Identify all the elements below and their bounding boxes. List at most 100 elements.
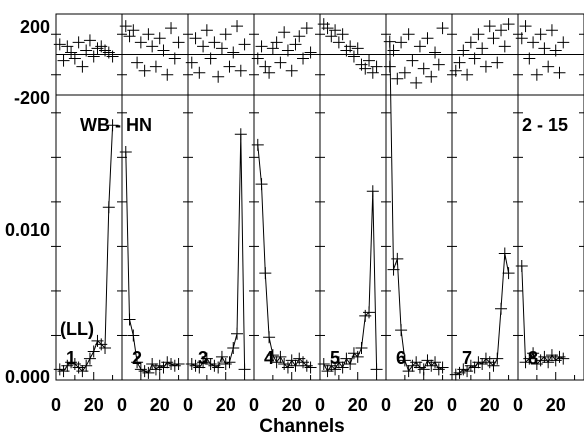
amplitude-panel [54, 36, 569, 381]
phase-point [538, 42, 550, 54]
phase-point [201, 24, 213, 36]
phase-point [437, 22, 449, 34]
phase-point [220, 28, 232, 40]
x-tick-label: 0 [315, 395, 325, 415]
phase-point [278, 26, 290, 38]
x-tick-label: 0 [513, 395, 523, 415]
window-label: 6 [396, 348, 406, 368]
phase-point [520, 20, 532, 32]
phase-point [150, 61, 162, 73]
phase-point [131, 57, 143, 69]
window-label: 5 [330, 348, 340, 368]
phase-point [495, 24, 507, 36]
phase-point [527, 36, 539, 48]
phase-point [223, 61, 235, 73]
phase-point [557, 36, 569, 48]
x-tick-label: 20 [282, 395, 302, 415]
phase-point [425, 71, 437, 83]
phase-point [274, 57, 286, 69]
phase-point [58, 55, 70, 67]
phase-point [553, 67, 565, 79]
phase-point [208, 36, 220, 48]
phase-point [461, 69, 473, 81]
polarization-label: (LL) [60, 319, 94, 339]
phase-panel [54, 18, 569, 89]
phase-point [142, 28, 154, 40]
phase-point [301, 22, 313, 34]
phase-point [146, 40, 158, 52]
phase-point [161, 69, 173, 81]
phase-point [399, 67, 411, 79]
phase-point [139, 65, 151, 77]
axis-ticks [51, 34, 584, 380]
x-tick-label: 0 [183, 395, 193, 415]
phase-point [76, 61, 88, 73]
phase-point [487, 32, 499, 44]
phase-point [197, 40, 209, 52]
window-label: 2 [132, 348, 142, 368]
x-tick-label: 20 [480, 395, 500, 415]
phase-point [429, 46, 441, 58]
phase-point [216, 42, 228, 54]
phase-point [542, 61, 554, 73]
phase-point [410, 77, 422, 89]
x-tick-labels: 0 20 0 20 0 20 0 20 0 20 0 20 0 20 0 20 [51, 395, 566, 415]
window-labels: 1 2 3 4 5 6 7 8 [66, 348, 538, 368]
x-tick-label: 0 [447, 395, 457, 415]
phase-point [286, 65, 298, 77]
phase-point [465, 36, 477, 48]
panel-frames [56, 14, 584, 380]
x-tick-label: 20 [150, 395, 170, 415]
phase-point [421, 32, 433, 44]
phase-point [546, 24, 558, 36]
phase-point [173, 36, 185, 48]
phase-point [256, 40, 268, 52]
phase-point [418, 63, 430, 75]
x-tick-label: 0 [381, 395, 391, 415]
amplitude-point [503, 267, 515, 279]
phase-point [414, 40, 426, 52]
x-tick-label: 20 [414, 395, 434, 415]
x-tick-label: 20 [84, 395, 104, 415]
phase-point [73, 36, 85, 48]
phase-point [212, 71, 224, 83]
baseline-label: WB - HN [80, 115, 152, 135]
phase-point [154, 32, 166, 44]
amplitude-line [324, 191, 377, 371]
x-tick-label: 0 [249, 395, 259, 415]
phase-point [193, 67, 205, 79]
window-label: 8 [528, 348, 538, 368]
phase-point [403, 28, 415, 40]
phase-point [476, 42, 488, 54]
window-label: 1 [66, 348, 76, 368]
phase-point [499, 40, 511, 52]
phase-tick-label-top: 200 [20, 17, 50, 37]
phase-point [480, 61, 492, 73]
x-axis-label: Channels [259, 416, 345, 437]
phase-point [484, 20, 496, 32]
window-label: 7 [462, 348, 472, 368]
window-label: 3 [198, 348, 208, 368]
x-tick-label: 0 [117, 395, 127, 415]
phase-point [227, 46, 239, 58]
phase-point [395, 36, 407, 48]
phase-point [391, 73, 403, 85]
phase-point [231, 20, 243, 32]
phase-tick-label-bottom: -200 [14, 88, 50, 108]
amplitude-line [258, 145, 311, 368]
phase-point [165, 22, 177, 34]
x-tick-label: 20 [546, 395, 566, 415]
window-label: 4 [264, 348, 274, 368]
phase-point [472, 28, 484, 40]
amplitude-line [192, 134, 245, 369]
time-range-label: 2 - 15 [522, 115, 568, 135]
phase-point [531, 69, 543, 81]
x-tick-label: 20 [348, 395, 368, 415]
phase-point [406, 55, 418, 67]
phase-point [239, 38, 251, 50]
x-tick-label: 0 [51, 395, 61, 415]
phase-point [305, 46, 317, 58]
phase-point [535, 28, 547, 40]
phase-point [135, 36, 147, 48]
